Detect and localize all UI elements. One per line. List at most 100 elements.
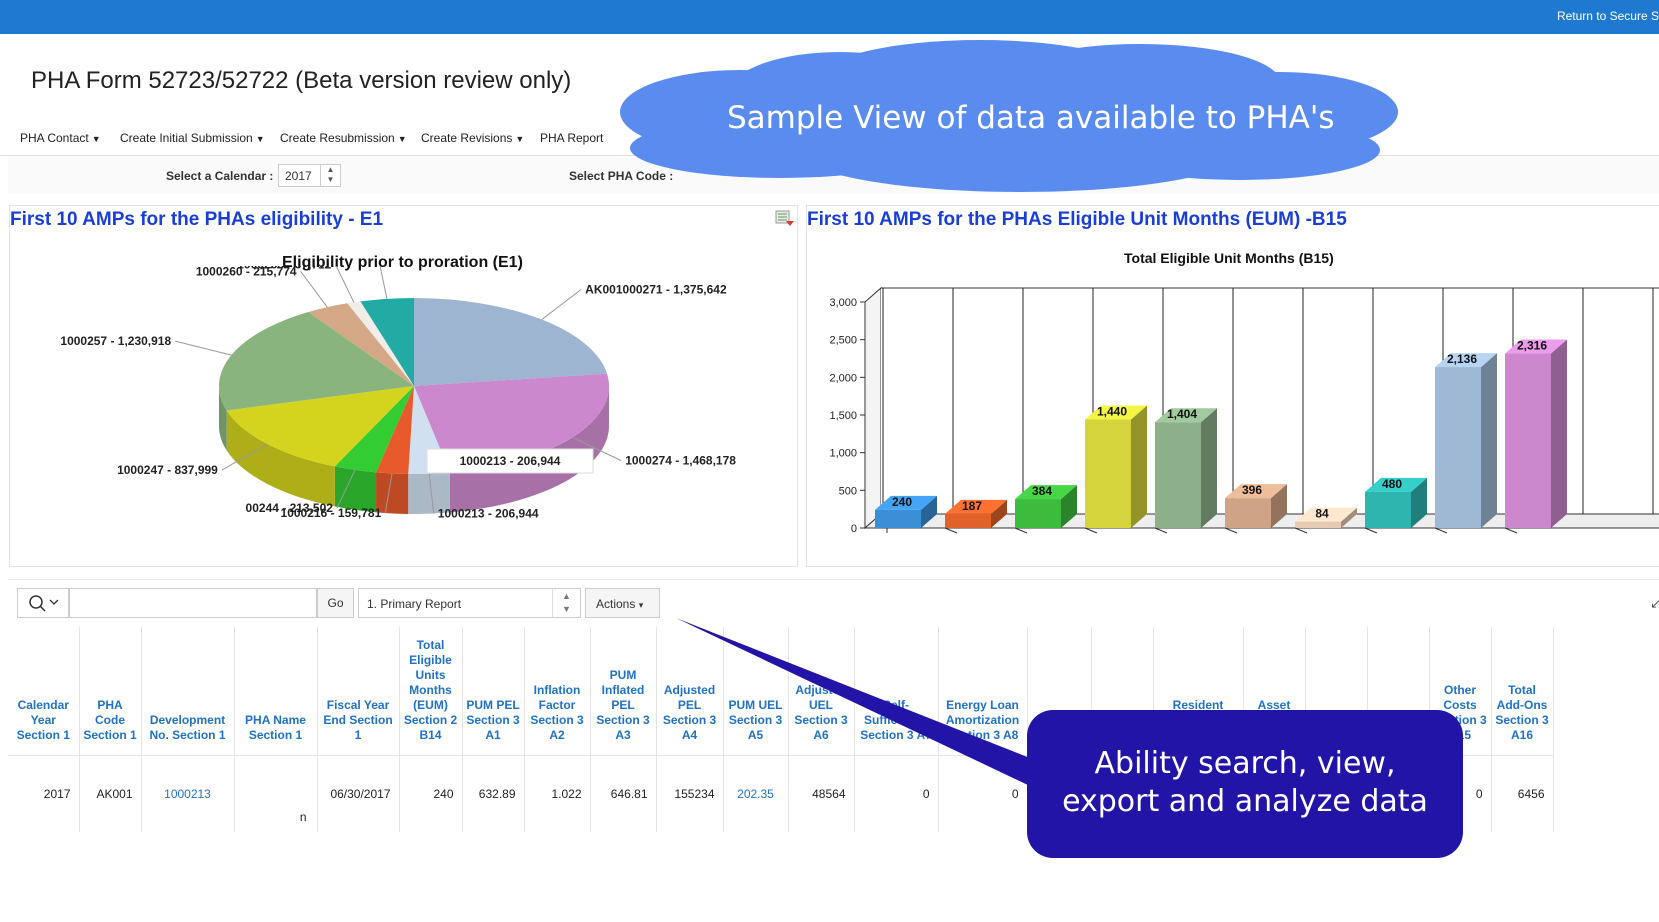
column-header[interactable]: PUM PEL Section 3 A1: [462, 627, 525, 755]
bar-value-label: 2,136: [1447, 352, 1477, 366]
search-input[interactable]: [69, 588, 317, 618]
bar[interactable]: [1435, 353, 1497, 528]
table-cell[interactable]: 1000213: [141, 754, 235, 832]
bar[interactable]: [1505, 339, 1567, 528]
table-cell: 155234: [656, 754, 724, 832]
y-tick-label: 0: [851, 523, 857, 535]
pie-slice[interactable]: [414, 373, 609, 473]
column-header[interactable]: Development No. Section 1: [141, 627, 235, 755]
bar-value-label: 480: [1382, 477, 1402, 491]
bar[interactable]: [1295, 507, 1357, 528]
pie-leader-line: [175, 340, 232, 356]
export-icon[interactable]: [775, 209, 795, 227]
go-button[interactable]: Go: [317, 588, 354, 618]
calendar-select[interactable]: 2017 ▲ ▼: [278, 164, 341, 187]
pie-slice-side: [408, 472, 450, 514]
menu-create-resubmission[interactable]: Create Resubmission ▼: [280, 131, 407, 145]
x-tick: [1084, 527, 1098, 534]
pie-leader-line: [335, 266, 355, 303]
top-bar: Return to Secure Sy: [0, 0, 1659, 34]
table-header-row: Calendar Year Section 1 PHA Code Section …: [8, 627, 1554, 755]
pie-slice-side: [226, 410, 335, 507]
search-column-select[interactable]: [17, 588, 69, 618]
pie-slice[interactable]: [360, 298, 414, 386]
report-toolbar: Go 1. Primary Report ▲ ▼ Actions ▾ ↙: [8, 579, 1659, 626]
column-header[interactable]: Total Eligible Units Months (EUM) Sectio…: [399, 627, 463, 755]
y-tick-label: 2,500: [829, 335, 857, 347]
actions-button[interactable]: Actions ▾: [585, 588, 660, 618]
pie-leader-line: [336, 469, 356, 509]
pie-slice-label: 1000263 - 67,712: [237, 266, 331, 271]
bar[interactable]: [945, 499, 1007, 528]
pie-chart: AK001000271 - 1,375,642 1000274 - 1,468,1…: [60, 266, 736, 521]
expand-icon[interactable]: ↙: [1650, 596, 1659, 611]
pie-slice-label: 1000247 - 837,999: [117, 463, 218, 477]
y-tick-label: 500: [839, 485, 857, 497]
column-header[interactable]: PHA Name Section 1: [234, 627, 318, 755]
table-cell: 06/30/2017: [317, 754, 400, 832]
table-cell: 0: [854, 754, 939, 832]
pie-slice-side: [376, 472, 409, 514]
pie-slice[interactable]: [308, 303, 414, 386]
report-select[interactable]: 1. Primary Report ▲ ▼: [358, 588, 581, 618]
x-tick: [1224, 527, 1238, 534]
pie-slice-label: 1000274 - 1,468,178: [625, 454, 736, 468]
pie-slice[interactable]: [219, 312, 414, 411]
pie-slice[interactable]: [334, 386, 414, 473]
table-cell: AK001: [79, 754, 142, 832]
pie-slice[interactable]: [347, 301, 414, 386]
pie-leader-line: [428, 473, 435, 514]
return-link[interactable]: Return to Secure Sy: [1556, 9, 1659, 23]
x-tick: [1154, 527, 1168, 534]
menu-create-revisions[interactable]: Create Revisions ▼: [421, 131, 525, 145]
spinner-icon[interactable]: ▲ ▼: [320, 165, 340, 186]
column-header[interactable]: PUM UEL Section 3 A5: [723, 627, 789, 755]
pie-slice-side: [334, 466, 377, 513]
caret-down-icon: ▼: [91, 134, 101, 144]
column-header[interactable]: Adjusted PEL Section 3 A4: [656, 627, 724, 755]
bar[interactable]: [1015, 485, 1077, 528]
bar[interactable]: [1085, 405, 1147, 528]
column-header[interactable]: PHA Code Section 1: [79, 627, 142, 755]
pie-leader-line: [572, 436, 622, 462]
x-tick: [944, 527, 958, 534]
bar[interactable]: [1155, 408, 1217, 528]
x-tick: [1434, 527, 1448, 534]
eum-panel-title: First 10 AMPs for the PHAs Eligible Unit…: [807, 209, 1347, 230]
x-tick: [1294, 527, 1308, 534]
caret-down-icon: ▼: [397, 134, 407, 144]
eum-panel: First 10 AMPs for the PHAs Eligible Unit…: [806, 205, 1659, 567]
column-header[interactable]: Inflation Factor Section 3 A2: [524, 627, 591, 755]
menu-pha-contact[interactable]: PHA Contact ▼: [20, 131, 101, 145]
select-arrows-icon: ▲ ▼: [552, 589, 580, 617]
pie-slice-label: 1000213 - 206,944: [438, 507, 539, 521]
pie-slice-label: 1000257 - 1,230,918: [60, 334, 171, 348]
page-title: PHA Form 52723/52722 (Beta version revie…: [31, 67, 572, 94]
bar-chart-title: Total Eligible Unit Months (B15): [1124, 250, 1334, 266]
table-cell: 1.022: [524, 754, 591, 832]
table-cell: 240: [399, 754, 463, 832]
column-header[interactable]: Total Add-Ons Section 3 A16: [1491, 627, 1554, 755]
menu-create-initial-submission[interactable]: Create Initial Submission ▼: [120, 131, 265, 145]
menu-pha-report[interactable]: PHA Report: [540, 131, 604, 145]
pie-leader-line: [384, 473, 393, 514]
column-header[interactable]: Fiscal Year End Section 1: [317, 627, 400, 755]
analysis-callout: [1027, 710, 1463, 858]
bar[interactable]: [875, 495, 937, 528]
column-header[interactable]: Calendar Year Section 1: [8, 627, 80, 755]
table-cell[interactable]: 202.35: [723, 754, 789, 832]
eligibility-panel-title: First 10 AMPs for the PHAs eligibility -…: [10, 209, 384, 230]
pie-slice[interactable]: [414, 298, 608, 386]
pie-slice-label: 00244 - 213,502: [246, 501, 334, 515]
pha-code-label: Select PHA Code :: [569, 169, 674, 183]
table-cell: 6456: [1491, 754, 1554, 832]
pie-slice[interactable]: [226, 386, 414, 467]
caret-down-icon: ▼: [255, 134, 265, 144]
y-tick-label: 1,000: [829, 448, 857, 460]
bar[interactable]: [1365, 477, 1427, 528]
pie-slice[interactable]: [376, 386, 414, 474]
bar[interactable]: [1225, 484, 1287, 528]
bar-value-label: 1,404: [1167, 407, 1197, 421]
column-header[interactable]: PUM Inflated PEL Section 3 A3: [590, 627, 657, 755]
